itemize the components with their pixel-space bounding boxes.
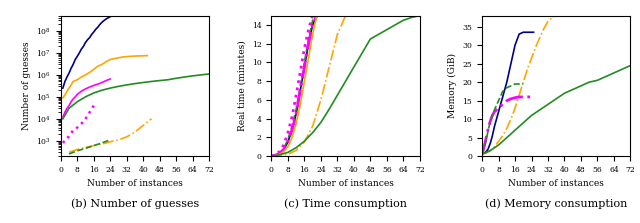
Y-axis label: Number of guesses: Number of guesses — [22, 41, 31, 130]
Title: (c) Time consumption: (c) Time consumption — [284, 198, 407, 209]
Y-axis label: Memory (GiB): Memory (GiB) — [448, 53, 457, 118]
Title: (d) Memory consumption: (d) Memory consumption — [485, 198, 627, 209]
X-axis label: Number of instances: Number of instances — [298, 179, 394, 188]
X-axis label: Number of instances: Number of instances — [508, 179, 604, 188]
X-axis label: Number of instances: Number of instances — [87, 179, 183, 188]
Title: (b) Number of guesses: (b) Number of guesses — [71, 198, 199, 209]
Y-axis label: Real time (minutes): Real time (minutes) — [237, 41, 246, 131]
